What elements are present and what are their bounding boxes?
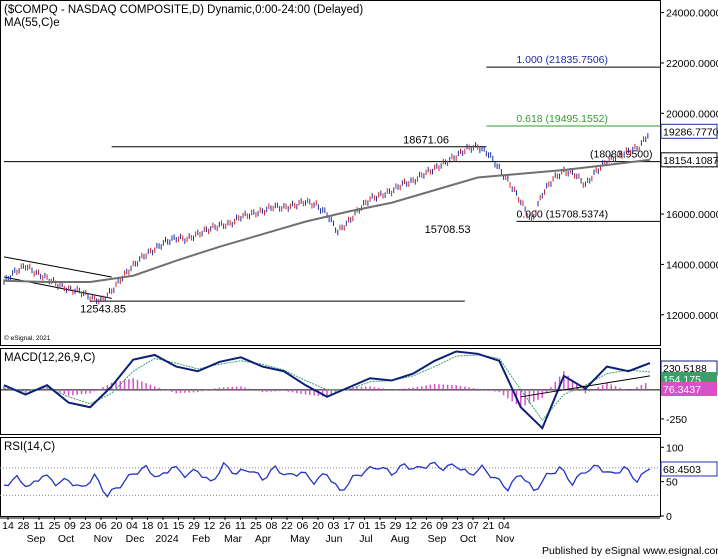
x-day-label: 20	[312, 520, 324, 532]
x-month-label: Dec	[126, 533, 145, 545]
macd-legend: MACD(12,26,9,C)	[4, 352, 96, 364]
last-price-badge-border	[660, 123, 718, 139]
ma-line	[3, 158, 651, 284]
x-day-label: 12	[204, 520, 216, 532]
x-month-label: Feb	[192, 533, 210, 545]
x-day-label: 25	[250, 520, 262, 532]
y-tick-label: 0	[666, 511, 672, 523]
y-tick-label: 22000.0000	[666, 58, 718, 70]
macd-trendline	[520, 375, 651, 398]
x-month-label: Nov	[496, 533, 515, 545]
y-tick-label: 14000.0000	[666, 259, 718, 271]
x-day-label: 17	[343, 520, 355, 532]
level-label: 1.000 (21835.7506)	[516, 54, 608, 66]
rsi-badge-border	[660, 461, 718, 477]
x-day-label: 25	[49, 520, 61, 532]
y-tick-label: 50	[666, 477, 678, 489]
x-day-label: 21	[483, 520, 495, 532]
x-day-label: 22	[281, 520, 293, 532]
x-month-label: Nov	[94, 533, 113, 545]
x-day-label: 28	[18, 520, 30, 532]
x-day-label: 12	[405, 520, 417, 532]
y-tick-label: 100	[666, 442, 684, 454]
price-annotation: 12543.85	[80, 303, 126, 315]
level-label: (18083.9500)	[590, 149, 652, 161]
y-tick-label: 20000.0000	[666, 108, 718, 120]
x-month-label: Aug	[391, 533, 410, 545]
price-annotation: 15708.53	[425, 224, 471, 236]
x-day-label: 26	[421, 520, 433, 532]
ma-badge: 18154.1087	[663, 155, 718, 167]
x-day-label: 07	[467, 520, 479, 532]
x-month-label: Sep	[428, 533, 447, 545]
x-day-label: 03	[328, 520, 340, 532]
x-day-label: 15	[374, 520, 386, 532]
ma-badge-border	[660, 152, 718, 168]
level-label: 0.000 (15708.5374)	[516, 208, 608, 220]
x-day-label: 01	[157, 520, 169, 532]
x-day-label: 06	[95, 520, 107, 532]
channel-line-upper	[3, 256, 112, 278]
x-day-label: 14	[2, 520, 14, 532]
panel-frame	[0, 0, 661, 346]
price-annotation: 18671.06	[403, 135, 449, 147]
x-month-label: Oct	[58, 533, 74, 545]
copyright-text: © eSignal, 2021	[4, 334, 51, 342]
x-day-label: 04	[498, 520, 510, 532]
rsi-legend: RSI(14,C)	[4, 441, 55, 453]
last-price-badge-bg	[661, 124, 717, 139]
x-month-label: 2024	[155, 533, 179, 545]
panel-frame	[0, 437, 661, 517]
hist-badge-bg	[661, 382, 717, 396]
x-day-label: 20	[111, 520, 123, 532]
x-day-label: 04	[126, 520, 138, 532]
chart-title: ($COMPQ - NASDAQ COMPOSITE,D) Dynamic,0:…	[4, 4, 363, 16]
x-day-label: 18	[142, 520, 154, 532]
footer-text: Published by eSignal www.esignal.com	[542, 545, 718, 557]
rsi-badge: 68.4503	[663, 464, 701, 476]
x-day-label: 09	[436, 520, 448, 532]
x-axis: 14 28 11 25 09 23 06 20 04 18 01 15 29 12 26 11 25 08 22 06…	[0, 516, 660, 545]
x-month-label: Sep	[27, 533, 46, 545]
x-month-label: May	[290, 533, 311, 545]
y-tick-label: 12000.0000	[666, 310, 718, 322]
ma-legend: MA(55,C)e	[4, 17, 60, 29]
rsi-line	[3, 461, 651, 498]
macd-badge-bg	[661, 361, 717, 375]
y-tick-label: -250	[666, 414, 687, 426]
macd-line	[3, 350, 651, 430]
rsi-badge-bg	[661, 461, 717, 476]
price-panel: 12000.000014000.000016000.000018000.0000…	[0, 0, 718, 346]
x-day-label: 06	[297, 520, 309, 532]
y-tick-label: 24000.0000	[666, 8, 718, 20]
x-month-label: Apr	[255, 533, 272, 545]
x-month-label: Oct	[460, 533, 476, 545]
x-month-label: Mar	[224, 533, 243, 545]
x-month-label: Jul	[359, 533, 372, 545]
x-day-label: 29	[188, 520, 200, 532]
ma-badge-bg	[661, 152, 717, 167]
hist-badge: 76.3437	[663, 384, 701, 396]
x-day-label: 23	[452, 520, 464, 532]
last-price-badge: 19286.7770	[663, 126, 718, 138]
panel-frame	[0, 348, 661, 435]
x-day-label: 08	[266, 520, 278, 532]
level-label: 0.618 (19495.1552)	[516, 113, 608, 125]
x-day-label: 29	[390, 520, 402, 532]
x-day-label: 09	[64, 520, 76, 532]
x-day-label: 11	[34, 520, 45, 532]
x-day-label: 23	[80, 520, 92, 532]
x-day-label: 15	[173, 520, 185, 532]
x-month-label: Jun	[326, 533, 343, 545]
x-day-label: 01	[359, 520, 371, 532]
x-day-label: 11	[235, 520, 246, 532]
rsi-panel: 100 50 0 68.4503	[0, 437, 718, 523]
y-tick-label: 16000.0000	[666, 209, 718, 221]
signal-line	[3, 354, 651, 421]
x-day-label: 26	[219, 520, 231, 532]
